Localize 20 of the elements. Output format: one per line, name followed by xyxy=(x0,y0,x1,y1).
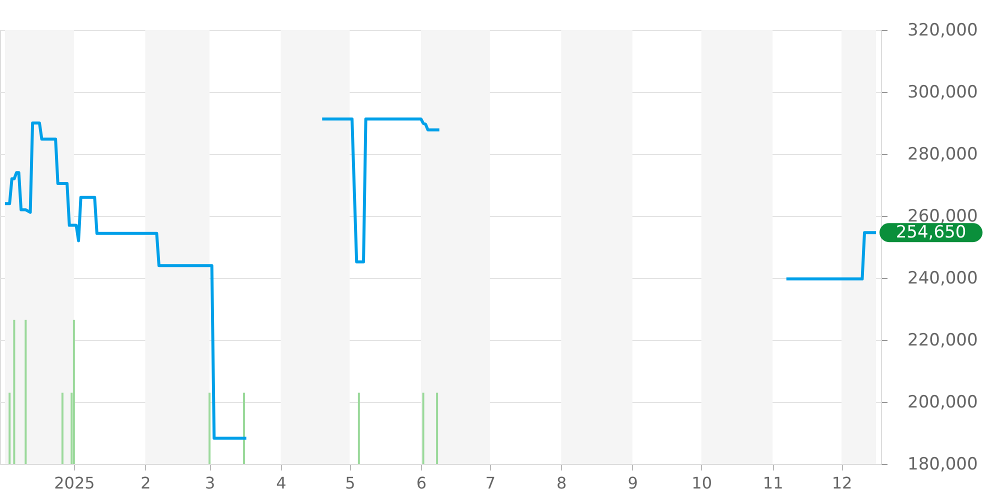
y-tick-label: 280,000 xyxy=(908,144,978,164)
x-tick-label: 11 xyxy=(762,474,784,492)
x-tick-label: 5 xyxy=(345,474,356,492)
y-tick-label: 200,000 xyxy=(908,392,978,412)
x-tick-label: 6 xyxy=(416,474,427,492)
x-tick-label: 3 xyxy=(204,474,216,492)
x-tick-label: 4 xyxy=(276,474,286,492)
annotation: 254,650 xyxy=(896,222,966,243)
x-tick-label: 7 xyxy=(485,474,496,492)
x-tick-label: 12 xyxy=(832,474,852,492)
x-tick-label: 8 xyxy=(556,474,567,492)
y-tick-label: 320,000 xyxy=(908,20,978,40)
x-tick-label: 2 xyxy=(140,474,151,492)
y-tick-label: 240,000 xyxy=(908,268,978,288)
x-tick-label: 10 xyxy=(692,474,712,492)
x-tick-label: 9 xyxy=(628,474,638,492)
y-tick-label: 180,000 xyxy=(908,454,978,474)
y-tick-label: 300,000 xyxy=(908,82,978,102)
x-tick-label: 2025 xyxy=(54,474,95,492)
y-tick-label: 220,000 xyxy=(908,330,978,350)
